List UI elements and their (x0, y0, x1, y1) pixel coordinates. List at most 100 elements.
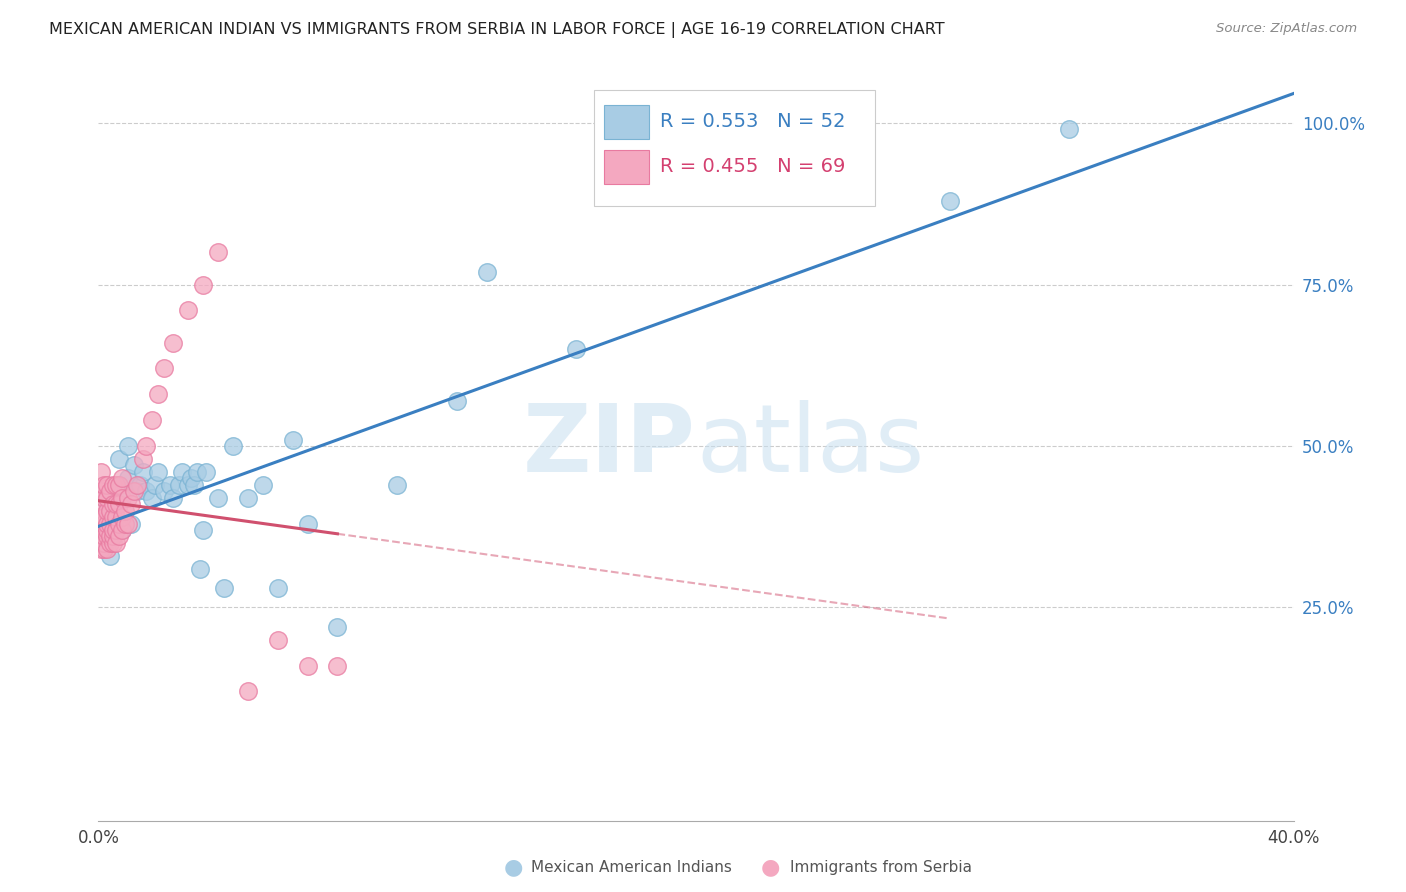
Point (103, 529, 125, 543)
Point (267, 632, 290, 647)
Point (124, 484, 146, 499)
Point (117, 471, 139, 485)
FancyBboxPatch shape (605, 150, 650, 184)
Point (385, 477, 409, 491)
Point (153, 361, 176, 376)
Point (207, 245, 229, 260)
Text: Source: ZipAtlas.com: Source: ZipAtlas.com (1216, 22, 1357, 36)
Point (939, 194, 962, 208)
Point (103, 477, 125, 491)
Point (191, 523, 214, 537)
Point (111, 523, 134, 537)
Point (297, 516, 319, 531)
Point (143, 477, 166, 491)
Point (93, 523, 115, 537)
Point (87, 510, 110, 524)
Point (141, 413, 163, 427)
Point (87, 529, 110, 543)
Point (108, 477, 131, 491)
Point (105, 536, 128, 550)
Point (1059, 122, 1081, 136)
FancyBboxPatch shape (595, 90, 875, 206)
Point (159, 477, 181, 491)
Point (153, 484, 176, 499)
Point (120, 516, 142, 531)
Point (96, 477, 118, 491)
Point (96, 542, 118, 557)
Point (114, 503, 136, 517)
Point (129, 477, 152, 491)
Point (90, 536, 112, 550)
Point (105, 477, 128, 491)
Point (98, 529, 122, 543)
Point (111, 510, 134, 524)
Point (114, 516, 136, 531)
Point (183, 477, 205, 491)
FancyBboxPatch shape (605, 105, 650, 139)
Point (127, 484, 149, 499)
Point (188, 562, 211, 576)
Point (105, 510, 128, 524)
Point (177, 303, 200, 318)
Point (117, 491, 139, 505)
Point (93, 477, 115, 491)
Point (167, 477, 190, 491)
Point (186, 465, 208, 479)
Point (132, 465, 155, 479)
Point (93, 542, 115, 557)
Text: Immigrants from Serbia: Immigrants from Serbia (790, 860, 972, 874)
Point (96, 491, 118, 505)
Point (103, 523, 125, 537)
Point (135, 439, 157, 453)
Text: ●: ● (503, 857, 523, 877)
Point (96, 523, 118, 537)
Point (236, 491, 259, 505)
Point (108, 516, 131, 531)
Point (180, 471, 202, 485)
Point (103, 497, 125, 511)
Point (236, 684, 259, 698)
Point (108, 497, 131, 511)
Point (446, 393, 468, 408)
Point (98, 523, 122, 537)
Point (108, 477, 131, 491)
Point (162, 491, 184, 505)
Point (191, 277, 214, 292)
Point (148, 387, 170, 401)
Point (105, 516, 128, 531)
Point (114, 484, 136, 499)
Text: ●: ● (761, 857, 780, 877)
Point (103, 510, 125, 524)
Point (93, 491, 115, 505)
Point (297, 658, 319, 673)
Point (90, 497, 112, 511)
Point (108, 451, 131, 466)
Point (117, 439, 139, 453)
Point (90, 529, 112, 543)
Point (172, 465, 194, 479)
Point (135, 484, 157, 499)
Point (103, 529, 125, 543)
Text: Mexican American Indians: Mexican American Indians (531, 860, 733, 874)
Text: R = 0.455   N = 69: R = 0.455 N = 69 (661, 157, 845, 176)
Point (90, 523, 112, 537)
Point (98, 484, 122, 499)
Point (475, 264, 498, 278)
Point (120, 497, 142, 511)
Point (90, 465, 112, 479)
Point (103, 536, 125, 550)
Point (93, 529, 115, 543)
Text: MEXICAN AMERICAN INDIAN VS IMMIGRANTS FROM SERBIA IN LABOR FORCE | AGE 16-19 COR: MEXICAN AMERICAN INDIAN VS IMMIGRANTS FR… (49, 22, 945, 38)
Point (98, 503, 122, 517)
Point (281, 433, 304, 447)
Point (98, 549, 122, 563)
Point (93, 510, 115, 524)
Point (90, 542, 112, 557)
Point (105, 497, 128, 511)
Point (90, 510, 112, 524)
Point (96, 516, 118, 531)
Text: atlas: atlas (696, 400, 924, 492)
Point (105, 523, 128, 537)
Point (565, 342, 588, 356)
Point (98, 536, 122, 550)
